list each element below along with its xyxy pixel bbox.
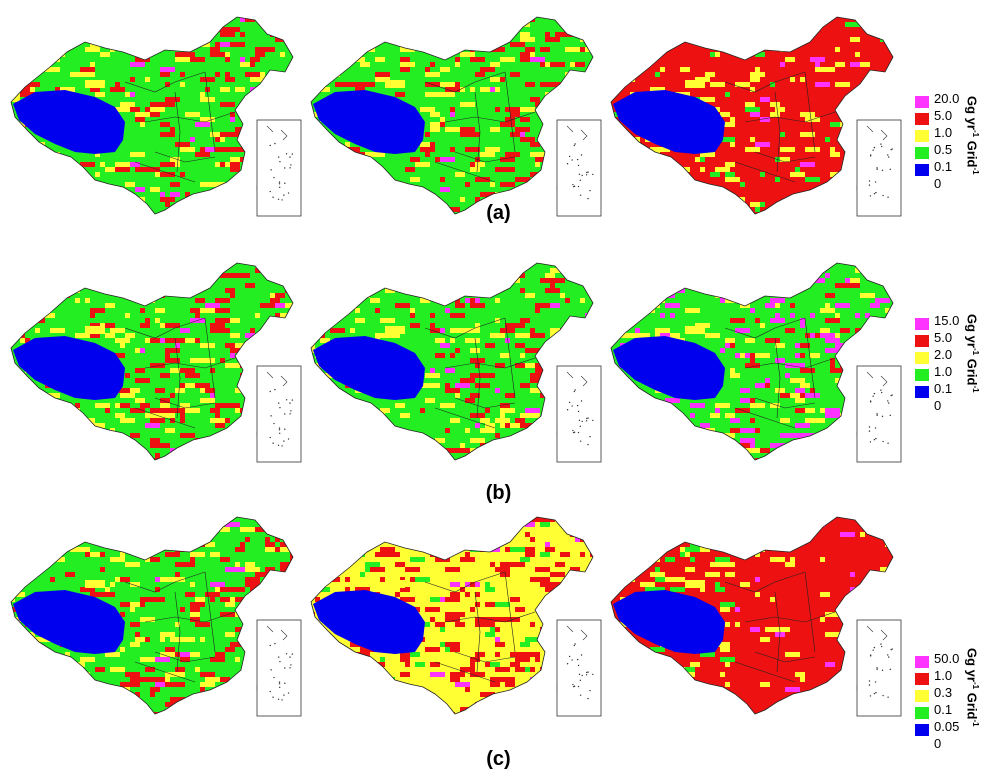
map-c-2-svg — [310, 516, 602, 717]
west-region — [613, 336, 725, 400]
legend-swatch — [915, 113, 929, 125]
map-b-1-svg — [10, 262, 302, 463]
unit-text: Gg yr — [964, 96, 980, 130]
legend-label: 50.0 — [934, 651, 960, 666]
west-region — [13, 90, 125, 154]
unit-text: Grid — [964, 137, 980, 168]
legend-swatch — [915, 690, 929, 702]
unit-text: Grid — [964, 355, 980, 386]
emission-map-b-2 — [305, 258, 605, 468]
legend-label: 0.1 — [934, 381, 953, 396]
legend-label: 5.0 — [934, 330, 953, 345]
legend-swatch — [915, 724, 929, 736]
south-china-sea-inset — [256, 365, 302, 463]
south-china-sea-inset — [556, 619, 602, 717]
legend-swatch — [915, 164, 929, 176]
legend-swatch — [915, 369, 929, 381]
west-region — [313, 90, 425, 154]
legend-swatch — [915, 318, 929, 330]
emission-map-c-3 — [605, 512, 905, 722]
unit-label-a: Gg yr-1 Grid-1 — [965, 96, 980, 175]
legend-label: 0 — [934, 398, 942, 413]
legend-label: 15.0 — [934, 313, 960, 328]
emission-map-a-1 — [5, 12, 305, 222]
west-region — [613, 90, 725, 154]
emission-map-a-3 — [605, 12, 905, 222]
map-a-1-svg — [10, 16, 302, 217]
legend-label: 0 — [934, 736, 942, 751]
south-china-sea-inset — [856, 619, 902, 717]
panel-row-c: 50.0 1.0 0.3 0.1 0.05 0 Gg yr-1 Grid-1 — [0, 512, 997, 750]
west-region — [313, 336, 425, 400]
unit-sup: -1 — [971, 385, 980, 393]
legend-label: 0.1 — [934, 702, 953, 717]
unit-text: Gg yr — [964, 648, 980, 682]
legend-label: 1.0 — [934, 125, 953, 140]
map-a-2-svg — [310, 16, 602, 217]
legend-swatch — [915, 656, 929, 668]
map-b-3-svg — [610, 262, 902, 463]
panel-row-a: 20.0 5.0 1.0 0.5 0.1 0 Gg yr-1 Grid-1 — [0, 12, 997, 242]
unit-sup: -1 — [971, 719, 980, 727]
legend-swatch — [915, 386, 929, 398]
unit-label-c: Gg yr-1 Grid-1 — [965, 648, 980, 727]
legend-label: 2.0 — [934, 347, 953, 362]
west-region — [313, 590, 425, 654]
south-china-sea-inset — [256, 119, 302, 217]
west-region — [613, 590, 725, 654]
map-a-3-svg — [610, 16, 902, 217]
south-china-sea-inset — [556, 365, 602, 463]
emission-map-a-2 — [305, 12, 605, 222]
map-c-1-svg — [10, 516, 302, 717]
legend-swatch — [915, 147, 929, 159]
emission-map-b-3 — [605, 258, 905, 468]
south-china-sea-inset — [556, 119, 602, 217]
west-region — [13, 590, 125, 654]
legend-swatch — [915, 673, 929, 685]
emission-map-c-1 — [5, 512, 305, 722]
legend-label: 5.0 — [934, 108, 953, 123]
legend-swatch — [915, 335, 929, 347]
south-china-sea-inset — [856, 119, 902, 217]
legend-swatch — [915, 96, 929, 108]
legend-label: 0.05 — [934, 719, 960, 734]
legend-label: 0.5 — [934, 142, 953, 157]
legend-label: 1.0 — [934, 364, 953, 379]
unit-label-b: Gg yr-1 Grid-1 — [965, 314, 980, 393]
panel-label-a: (a) — [486, 202, 511, 224]
map-c-3-svg — [610, 516, 902, 717]
legend-label: 20.0 — [934, 91, 960, 106]
legend-label: 0.3 — [934, 685, 953, 700]
south-china-sea-inset — [856, 365, 902, 463]
legend-label: 0.1 — [934, 159, 953, 174]
unit-sup: -1 — [971, 167, 980, 175]
legend-b: 15.0 5.0 2.0 1.0 0.1 0 — [915, 314, 975, 424]
emission-map-c-2 — [305, 512, 605, 722]
panel-label-b: (b) — [485, 482, 512, 504]
west-region — [13, 336, 125, 400]
legend-swatch — [915, 130, 929, 142]
legend-a: 20.0 5.0 1.0 0.5 0.1 0 — [915, 92, 975, 202]
legend-label: 0 — [934, 176, 942, 191]
south-china-sea-inset — [256, 619, 302, 717]
panel-row-b: 15.0 5.0 2.0 1.0 0.1 0 Gg yr-1 Grid-1 — [0, 258, 997, 488]
legend-c: 50.0 1.0 0.3 0.1 0.05 0 — [915, 652, 975, 762]
panel-label-c: (c) — [486, 748, 511, 770]
emission-map-b-1 — [5, 258, 305, 468]
legend-swatch — [915, 707, 929, 719]
unit-text: Gg yr — [964, 314, 980, 348]
legend-swatch — [915, 352, 929, 364]
legend-label: 1.0 — [934, 668, 953, 683]
map-b-2-svg — [310, 262, 602, 463]
unit-text: Grid — [964, 689, 980, 720]
